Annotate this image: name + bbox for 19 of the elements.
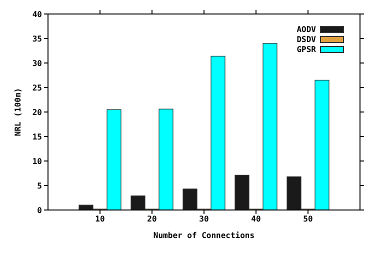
y-tick-label: 0: [37, 206, 42, 215]
x-axis-title: Number of Connections: [153, 231, 255, 240]
x-tick-label: 10: [95, 214, 105, 224]
legend-label: DSDV: [296, 34, 316, 44]
x-tick-label: 50: [303, 214, 313, 224]
x-tick-label: 30: [199, 214, 209, 224]
y-axis-title: NRL (100m): [14, 88, 22, 136]
y-tick-label: 30: [32, 58, 42, 68]
y-tick-label: 5: [37, 181, 42, 190]
y-tick-label: 35: [32, 34, 42, 44]
x-tick-label: 40: [251, 214, 261, 224]
legend-label: GPSR: [296, 44, 316, 54]
legend-label: AODV: [296, 24, 316, 34]
y-tick-label: 25: [32, 83, 42, 92]
y-tick-label: 40: [32, 10, 42, 19]
y-tick-label: 15: [32, 132, 42, 142]
x-tick-label: 20: [147, 214, 157, 224]
y-tick-label: 10: [32, 156, 42, 166]
y-tick-label: 20: [32, 108, 42, 117]
